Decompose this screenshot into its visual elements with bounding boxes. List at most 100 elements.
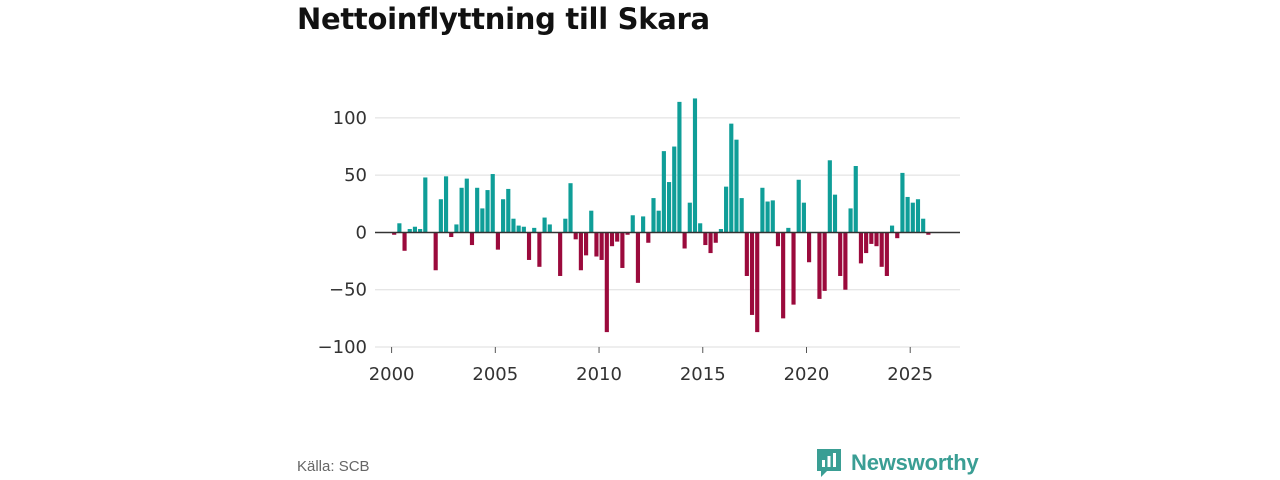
bar [672,146,677,233]
bar [677,101,682,233]
bar [853,166,858,233]
bar [698,223,703,233]
bar [848,208,853,233]
bar [905,196,910,233]
bar [641,216,646,233]
bar [604,232,609,333]
bar [412,226,418,233]
bar-chart: 100 50 0 −50 −100 2000 2005 2010 2015 2020 2025 [318,98,960,385]
bar [563,218,568,233]
bar [838,232,843,276]
source-label: Källa: SCB [297,458,370,475]
bar [459,187,464,233]
bar [402,232,407,251]
bar [620,232,625,268]
bar [511,218,516,233]
x-tick-label: 2005 [472,364,518,385]
bar [516,225,521,233]
bar [775,232,781,247]
bar [646,232,651,243]
bar [558,232,563,276]
y-tick-label: 50 [344,165,367,186]
bar [464,178,469,233]
bar [708,232,713,254]
bar [469,232,475,246]
bar [703,232,708,246]
chart-title: Nettoinflyttning till Skara [297,2,710,36]
y-tick-label: −100 [318,337,367,358]
bar [734,139,739,233]
bar [490,174,495,233]
bar [822,232,827,291]
bar [791,232,796,305]
bar [542,217,547,233]
bar [537,232,542,267]
bar [501,199,506,233]
bar [713,232,718,243]
bar [480,208,485,233]
bar [418,229,423,233]
bar [475,187,480,233]
bar [749,232,755,315]
x-tick-label: 2015 [680,364,726,385]
x-tick-label: 2020 [784,364,830,385]
brand-name: Newsworthy [851,450,979,475]
bar [858,232,864,264]
bar [718,229,723,233]
y-tick-label: 0 [356,222,367,243]
y-axis-ticks: 100 50 0 −50 −100 [318,108,367,358]
x-axis: 2000 2005 2010 2015 2020 2025 [369,346,960,385]
bar [807,232,812,263]
bar [864,232,869,254]
bar [573,232,578,240]
bars [392,98,931,333]
bar [869,232,874,244]
bar [796,179,801,233]
bar [521,226,526,233]
bar [615,232,620,242]
bar [765,201,770,233]
bar [692,98,698,233]
bar [729,123,734,233]
bar [760,187,765,233]
bar [625,232,630,235]
bar [832,194,838,233]
bar [568,183,573,233]
bar [506,188,511,233]
bar [755,232,760,333]
bar [594,232,599,257]
bar [443,176,449,233]
bar [666,182,672,233]
bar [910,202,915,233]
newsworthy-logo: Newsworthy [815,447,979,479]
bar [532,227,537,233]
bar [781,232,786,319]
bar [651,198,656,233]
bar [599,232,604,260]
bar [900,172,905,233]
bar [879,232,884,267]
bar [874,232,879,247]
bar [739,198,744,233]
x-tick-label: 2000 [369,364,415,385]
y-tick-label: 100 [333,108,367,129]
bar [397,223,402,233]
bar [895,232,900,239]
bar [801,202,806,233]
x-tick-label: 2025 [887,364,933,385]
bar [609,232,615,247]
bar [449,232,454,238]
x-tick-label: 2010 [576,364,622,385]
bar [578,232,583,271]
bar [495,232,500,250]
bar [682,232,687,249]
bar [454,224,459,233]
bar [661,151,666,233]
bar [584,232,589,256]
bar [630,215,635,233]
bar [843,232,848,290]
bar [817,232,822,299]
bar [770,200,775,233]
bar [786,227,791,233]
bar [438,199,443,233]
